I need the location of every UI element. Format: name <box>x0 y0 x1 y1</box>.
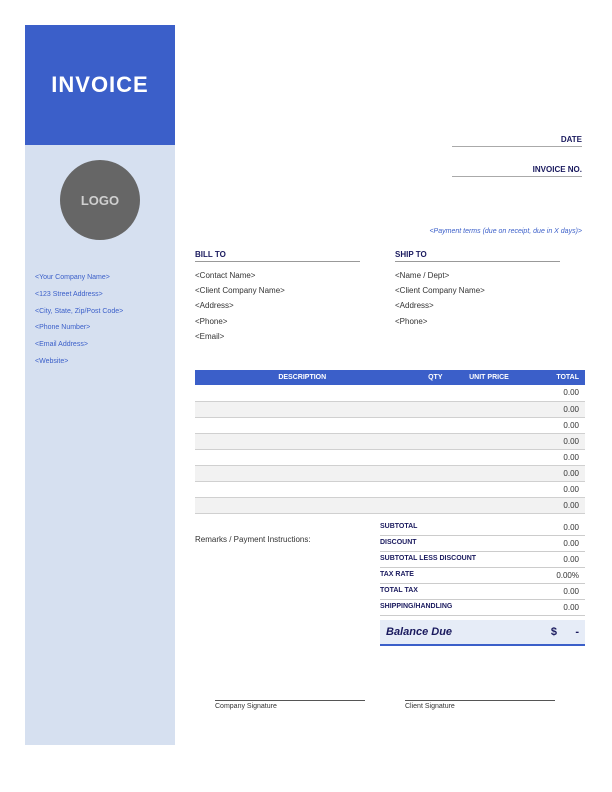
items-tbody: 0.00 0.00 0.00 0.00 0.00 0.00 0.00 0.00 <box>195 385 585 513</box>
ship-to-address: <Address> <box>395 298 560 313</box>
balance-due-row: Balance Due $ - <box>380 620 585 646</box>
less-discount-row: SUBTOTAL LESS DISCOUNT 0.00 <box>380 552 585 568</box>
total-tax-label: TOTAL TAX <box>380 587 418 596</box>
th-description: DESCRIPTION <box>195 370 410 385</box>
bill-to-label: BILL TO <box>195 250 360 262</box>
company-email: <Email Address> <box>35 337 165 354</box>
bill-to-email: <Email> <box>195 329 360 344</box>
ship-to-company: <Client Company Name> <box>395 283 560 298</box>
th-price: UNIT PRICE <box>449 370 515 385</box>
remarks-label: Remarks / Payment Instructions: <box>195 535 311 544</box>
table-row: 0.00 <box>195 449 585 465</box>
subtotal-label: SUBTOTAL <box>380 523 417 532</box>
th-qty: QTY <box>410 370 449 385</box>
items-table: DESCRIPTION QTY UNIT PRICE TOTAL 0.00 0.… <box>195 370 585 514</box>
bill-to-address: <Address> <box>195 298 360 313</box>
bill-to-company: <Client Company Name> <box>195 283 360 298</box>
client-signature: Client Signature <box>405 700 555 710</box>
table-row: 0.00 <box>195 401 585 417</box>
discount-row: DISCOUNT 0.00 <box>380 536 585 552</box>
payment-terms: <Payment terms (due on receipt, due in X… <box>429 228 582 235</box>
balance-currency: $ <box>551 626 557 638</box>
table-row: 0.00 <box>195 465 585 481</box>
tax-rate-value: 0.00% <box>556 571 579 580</box>
subtotal-row: SUBTOTAL 0.00 <box>380 520 585 536</box>
balance-label: Balance Due <box>386 626 452 638</box>
shipping-row: SHIPPING/HANDLING 0.00 <box>380 600 585 616</box>
invoice-meta: DATE INVOICE NO. <box>452 135 582 195</box>
discount-label: DISCOUNT <box>380 539 417 548</box>
tax-rate-label: TAX RATE <box>380 571 414 580</box>
invoice-header: INVOICE <box>25 25 175 145</box>
shipping-label: SHIPPING/HANDLING <box>380 603 452 612</box>
company-signature: Company Signature <box>215 700 365 710</box>
ship-to-section: SHIP TO <Name / Dept> <Client Company Na… <box>395 250 560 329</box>
shipping-value: 0.00 <box>563 603 579 612</box>
less-discount-label: SUBTOTAL LESS DISCOUNT <box>380 555 476 564</box>
bill-to-contact: <Contact Name> <box>195 268 360 283</box>
bill-to-section: BILL TO <Contact Name> <Client Company N… <box>195 250 360 344</box>
company-address: <123 Street Address> <box>35 287 165 304</box>
ship-to-label: SHIP TO <box>395 250 560 262</box>
table-row: 0.00 <box>195 385 585 401</box>
logo-placeholder: LOGO <box>60 160 140 240</box>
company-city: <City, State, Zip/Post Code> <box>35 304 165 321</box>
discount-value: 0.00 <box>563 539 579 548</box>
company-website: <Website> <box>35 354 165 371</box>
invoice-no-label: INVOICE NO. <box>452 165 582 177</box>
invoice-title: INVOICE <box>51 72 148 98</box>
company-name: <Your Company Name> <box>35 270 165 287</box>
ship-to-phone: <Phone> <box>395 314 560 329</box>
ship-to-name: <Name / Dept> <box>395 268 560 283</box>
table-row: 0.00 <box>195 497 585 513</box>
bill-to-phone: <Phone> <box>195 314 360 329</box>
table-row: 0.00 <box>195 433 585 449</box>
balance-value: - <box>575 626 579 638</box>
total-tax-row: TOTAL TAX 0.00 <box>380 584 585 600</box>
date-label: DATE <box>452 135 582 147</box>
total-tax-value: 0.00 <box>563 587 579 596</box>
table-row: 0.00 <box>195 481 585 497</box>
logo-text: LOGO <box>81 193 119 208</box>
company-info: <Your Company Name> <123 Street Address>… <box>35 270 165 371</box>
subtotal-value: 0.00 <box>563 523 579 532</box>
table-row: 0.00 <box>195 417 585 433</box>
company-phone: <Phone Number> <box>35 320 165 337</box>
less-discount-value: 0.00 <box>563 555 579 564</box>
tax-rate-row: TAX RATE 0.00% <box>380 568 585 584</box>
totals-section: SUBTOTAL 0.00 DISCOUNT 0.00 SUBTOTAL LES… <box>380 520 585 646</box>
th-total: TOTAL <box>515 370 585 385</box>
